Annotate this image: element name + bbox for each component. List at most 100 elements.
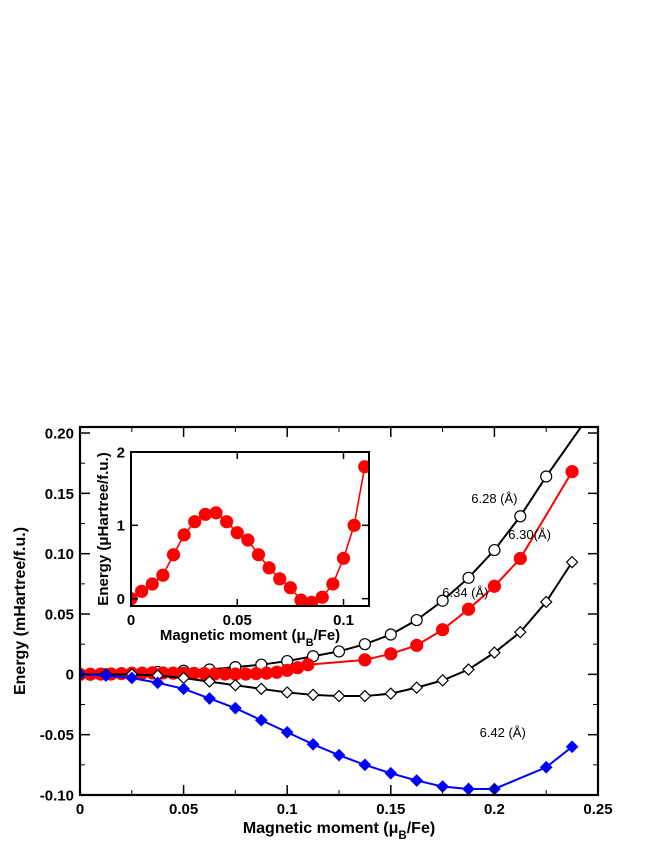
series-annotation: 6.34 (Å) xyxy=(442,585,488,600)
data-point xyxy=(254,713,268,727)
x-tick-label: 0.1 xyxy=(277,801,298,818)
plot-frame xyxy=(130,451,370,607)
data-point xyxy=(125,671,139,685)
data-point xyxy=(220,515,234,529)
data-point xyxy=(461,602,476,616)
data-point xyxy=(462,663,475,676)
x-tick-label: 0.1 xyxy=(333,612,354,629)
data-point xyxy=(462,571,475,584)
data-point xyxy=(358,689,372,703)
data-point xyxy=(135,584,149,598)
data-point xyxy=(177,682,190,696)
x-tick-label: 0.05 xyxy=(169,801,198,818)
data-point xyxy=(358,460,369,474)
data-point xyxy=(306,737,320,751)
data-point xyxy=(513,625,527,639)
data-point xyxy=(151,676,165,690)
data-point xyxy=(99,669,113,682)
data-point xyxy=(384,628,397,641)
y-tick-label: 0 xyxy=(66,667,74,684)
data-point xyxy=(565,555,579,569)
data-point xyxy=(251,548,266,562)
data-point xyxy=(436,623,450,637)
data-point xyxy=(230,526,244,540)
data-point xyxy=(229,678,242,692)
data-point xyxy=(254,682,268,696)
x-tick-label: 0 xyxy=(76,801,84,818)
x-tick-label: 0.15 xyxy=(376,801,405,818)
y-tick-label: 0.20 xyxy=(45,425,74,442)
series-0 xyxy=(131,460,369,606)
series-annotation: 6.28 (Å) xyxy=(471,491,517,506)
y-tick-label: -0.10 xyxy=(40,787,74,804)
main-chart: 0 0.05 0.1 0.15 0.2 0.25-0.10-0.0500.050.100.… xyxy=(12,425,613,842)
data-point xyxy=(436,594,449,607)
data-point xyxy=(540,470,553,483)
data-point xyxy=(336,551,351,565)
y-tick-label: -0.05 xyxy=(40,727,74,744)
data-point xyxy=(358,758,372,772)
data-point xyxy=(384,687,398,700)
x-tick-label: 0.2 xyxy=(484,801,505,818)
y-tick-label: 0.15 xyxy=(45,486,74,503)
data-point xyxy=(332,645,346,658)
y-tick-label: 1 xyxy=(117,518,125,535)
plot-area xyxy=(80,427,583,795)
data-point xyxy=(410,774,424,787)
data-point xyxy=(203,692,216,705)
series-annotation: 6.30(Å) xyxy=(508,527,551,542)
data-point xyxy=(487,579,501,593)
y-tick-label: 0.05 xyxy=(45,606,74,623)
data-point xyxy=(358,638,371,651)
data-point xyxy=(565,465,579,479)
data-point xyxy=(513,551,527,566)
data-point xyxy=(384,766,398,780)
data-point xyxy=(332,689,346,703)
data-point xyxy=(410,681,424,694)
y-tick-label: 0.10 xyxy=(45,546,74,563)
data-point xyxy=(305,595,319,606)
data-point xyxy=(565,740,579,754)
data-point xyxy=(347,518,361,532)
data-point xyxy=(358,653,372,667)
x-tick-label: 0.05 xyxy=(223,612,252,629)
data-point xyxy=(384,647,398,661)
data-point xyxy=(539,760,553,774)
data-point xyxy=(488,646,501,659)
data-point xyxy=(332,748,346,762)
data-point xyxy=(488,543,501,557)
data-point xyxy=(462,782,475,795)
inset-chart: 0 0.05 0.1 0 1 2 Magnetic moment (μB/Fe) Energy… xyxy=(95,444,370,649)
series-annotation: 6.42 (Å) xyxy=(480,725,526,740)
x-tick-label: 0 xyxy=(127,612,135,629)
y-axis-label: Energy (μHartree/f.u.) xyxy=(95,452,112,605)
data-point xyxy=(280,725,294,739)
data-point xyxy=(229,701,242,715)
data-point xyxy=(241,533,255,547)
data-point xyxy=(315,590,329,604)
data-point xyxy=(145,577,159,591)
data-point xyxy=(539,595,553,609)
data-point xyxy=(410,638,424,652)
data-point xyxy=(301,658,315,672)
y-tick-label: 0 xyxy=(117,591,125,608)
data-point xyxy=(203,675,216,688)
data-point xyxy=(188,515,202,529)
data-point xyxy=(209,506,223,520)
data-point xyxy=(294,593,308,606)
series-6.42 xyxy=(80,667,579,795)
data-point xyxy=(262,561,276,575)
data-point xyxy=(283,581,297,595)
x-axis-label: Magnetic moment (μB/Fe) xyxy=(160,627,340,649)
data-point xyxy=(306,688,320,702)
data-point xyxy=(514,510,527,523)
x-tick-label: 0.25 xyxy=(583,801,612,818)
data-point xyxy=(280,686,294,699)
data-point xyxy=(166,548,181,562)
data-point xyxy=(156,568,170,582)
data-point xyxy=(177,528,191,542)
plot-area xyxy=(131,460,369,606)
x-axis-label: Magnetic moment (μB/Fe) xyxy=(243,820,435,842)
data-point xyxy=(436,674,449,687)
